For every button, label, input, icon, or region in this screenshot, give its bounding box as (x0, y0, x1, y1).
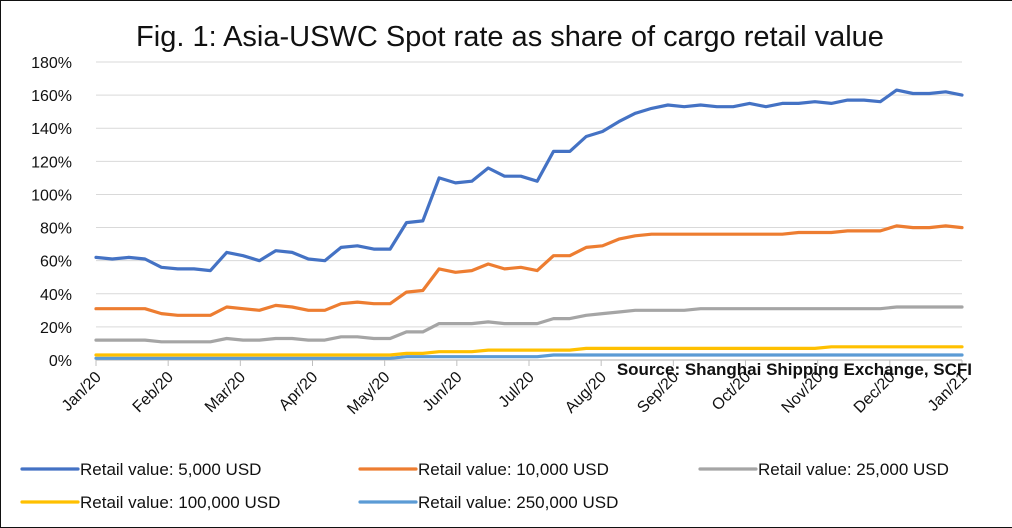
x-tick-label: Feb/20 (130, 369, 177, 416)
x-tick-label: Aug/20 (562, 369, 610, 417)
source-note: Source: Shanghai Shipping Exchange, SCFI (617, 360, 972, 379)
legend-label: Retail value: 100,000 USD (80, 493, 280, 512)
chart-title: Fig. 1: Asia-USWC Spot rate as share of … (136, 21, 884, 53)
x-tick-label: Jun/20 (420, 369, 466, 415)
series-line-2 (94, 224, 964, 317)
y-tick-label: 0% (49, 353, 72, 370)
series-line-4 (94, 345, 964, 357)
x-tick-label: May/20 (344, 369, 393, 418)
series-line-1 (94, 88, 964, 273)
series-line-3 (94, 305, 964, 344)
y-tick-label: 140% (31, 121, 72, 138)
x-tick-label: Jul/20 (496, 369, 538, 411)
legend: Retail value: 5,000 USD Retail value: 10,… (20, 460, 949, 512)
y-tick-label: 80% (40, 221, 72, 238)
gridlines (96, 61, 962, 361)
series-line-5 (94, 353, 964, 360)
y-tick-label: 40% (40, 287, 72, 304)
y-tick-label: 160% (31, 88, 72, 105)
y-tick-label: 100% (31, 187, 72, 204)
legend-label: Retail value: 5,000 USD (80, 460, 261, 479)
y-tick-label: 180% (31, 55, 72, 72)
legend-label: Retail value: 10,000 USD (418, 460, 609, 479)
x-tick-label: Mar/20 (202, 369, 249, 416)
legend-label: Retail value: 250,000 USD (418, 493, 618, 512)
series-lines (94, 88, 964, 360)
y-axis: 0% 20% 40% 60% 80% 100% 120% 140% 160% 180% (31, 55, 72, 370)
legend-label: Retail value: 25,000 USD (758, 460, 949, 479)
x-tick-label: Jan/20 (59, 369, 105, 415)
y-tick-label: 60% (40, 254, 72, 271)
y-tick-label: 120% (31, 154, 72, 171)
y-tick-label: 20% (40, 320, 72, 337)
x-tick-label: Apr/20 (276, 369, 321, 414)
